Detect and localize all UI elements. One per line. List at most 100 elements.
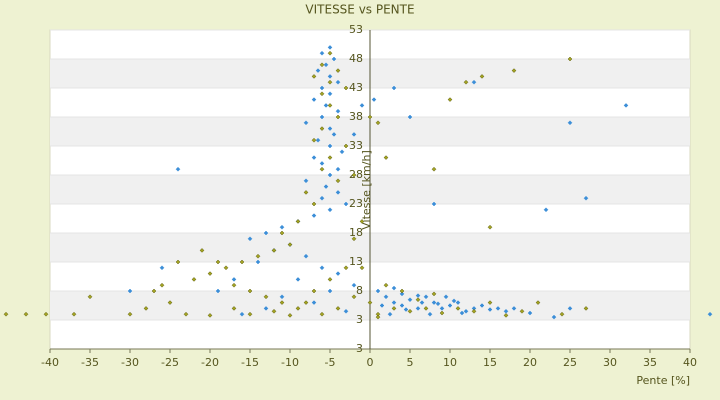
point bbox=[247, 288, 253, 294]
point bbox=[375, 120, 381, 126]
point bbox=[279, 294, 285, 300]
point bbox=[431, 166, 437, 172]
point bbox=[279, 224, 285, 230]
point bbox=[435, 301, 441, 307]
x-tick-label: -40 bbox=[41, 356, 59, 369]
point bbox=[311, 288, 317, 294]
point bbox=[71, 311, 77, 317]
point bbox=[311, 74, 317, 79]
y-tick-label: 23 bbox=[349, 197, 363, 210]
point bbox=[335, 166, 341, 172]
point bbox=[407, 114, 413, 120]
point bbox=[231, 306, 237, 311]
point bbox=[431, 201, 437, 207]
point bbox=[391, 85, 397, 91]
point bbox=[207, 271, 213, 276]
point bbox=[255, 253, 261, 259]
point bbox=[327, 45, 333, 50]
point bbox=[559, 311, 565, 317]
y-tick-label: 13 bbox=[349, 255, 363, 268]
point bbox=[311, 155, 317, 160]
point bbox=[327, 126, 333, 131]
point bbox=[447, 303, 453, 308]
point bbox=[335, 68, 341, 73]
point bbox=[327, 172, 333, 178]
point bbox=[367, 300, 373, 305]
point bbox=[247, 236, 253, 242]
point bbox=[311, 201, 317, 207]
point bbox=[159, 282, 165, 288]
point bbox=[351, 282, 357, 288]
point bbox=[535, 300, 541, 305]
point bbox=[367, 114, 373, 120]
point bbox=[479, 303, 485, 308]
point bbox=[87, 294, 93, 300]
point bbox=[215, 259, 221, 265]
point bbox=[391, 285, 397, 291]
point bbox=[479, 74, 485, 79]
point bbox=[487, 300, 493, 305]
point bbox=[151, 288, 157, 294]
point bbox=[391, 306, 397, 311]
point bbox=[403, 307, 409, 312]
point bbox=[159, 265, 165, 271]
x-tick-label: -5 bbox=[325, 356, 336, 369]
point bbox=[335, 178, 341, 184]
point bbox=[327, 155, 333, 160]
point bbox=[383, 282, 389, 288]
point bbox=[327, 74, 333, 79]
point bbox=[215, 288, 221, 294]
point bbox=[239, 311, 245, 317]
point bbox=[303, 190, 309, 195]
point bbox=[191, 277, 197, 282]
point bbox=[415, 306, 421, 311]
point bbox=[23, 311, 29, 317]
point bbox=[315, 137, 321, 143]
x-tick-label: 35 bbox=[643, 356, 657, 369]
point bbox=[343, 201, 349, 207]
point bbox=[583, 306, 589, 311]
point bbox=[335, 114, 341, 120]
point bbox=[455, 306, 461, 311]
point bbox=[303, 253, 309, 259]
x-axis-label: Pente [%] bbox=[636, 374, 690, 387]
point bbox=[323, 103, 329, 108]
point bbox=[323, 184, 329, 189]
point bbox=[327, 277, 333, 282]
point bbox=[415, 297, 421, 303]
point bbox=[407, 308, 413, 314]
point bbox=[339, 149, 345, 155]
point bbox=[423, 306, 429, 311]
point bbox=[331, 56, 337, 62]
point bbox=[319, 114, 325, 120]
point bbox=[223, 265, 229, 271]
point bbox=[391, 300, 397, 305]
point bbox=[359, 103, 365, 108]
point bbox=[319, 195, 325, 201]
point bbox=[375, 314, 381, 320]
point bbox=[315, 68, 321, 73]
point bbox=[335, 190, 341, 195]
point bbox=[707, 311, 713, 317]
point bbox=[351, 132, 357, 137]
point bbox=[143, 306, 149, 311]
point bbox=[327, 79, 333, 85]
point bbox=[319, 85, 325, 91]
x-tick-label: -10 bbox=[281, 356, 299, 369]
chart-title: VITESSE vs PENTE bbox=[305, 3, 414, 17]
point bbox=[175, 259, 181, 265]
point bbox=[439, 306, 445, 311]
point bbox=[335, 306, 341, 311]
point bbox=[419, 300, 425, 305]
point bbox=[43, 311, 49, 317]
point bbox=[567, 306, 573, 311]
point bbox=[459, 310, 465, 316]
point bbox=[327, 103, 333, 108]
point bbox=[335, 79, 341, 85]
point bbox=[343, 85, 349, 91]
point bbox=[327, 207, 333, 213]
y-tick-label: 43 bbox=[349, 81, 363, 94]
point bbox=[379, 303, 385, 308]
point bbox=[231, 277, 237, 282]
